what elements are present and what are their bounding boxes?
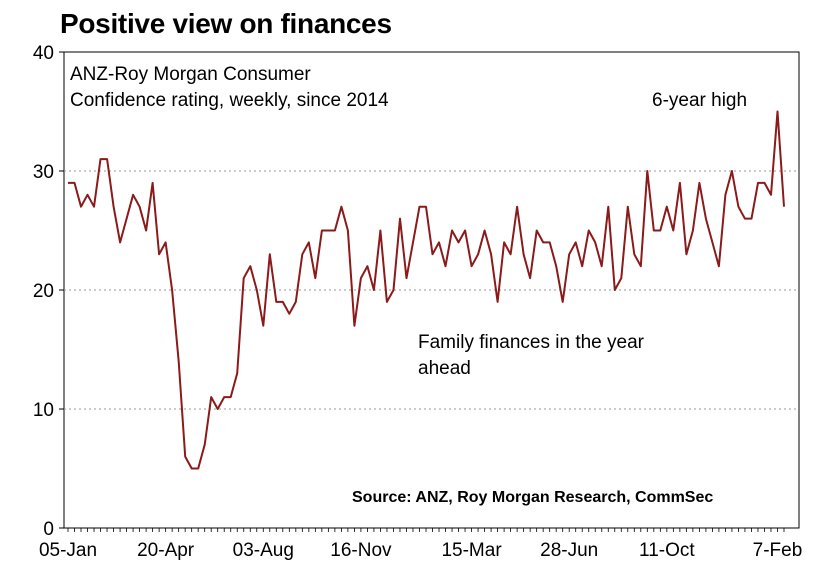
- y-tick-label: 0: [43, 519, 54, 540]
- annotation-6-year-high: 6-year high: [652, 90, 747, 111]
- series-label-line-2: ahead: [418, 358, 471, 379]
- y-tick-label: 10: [33, 400, 54, 421]
- chart-title: Positive view on finances: [60, 8, 392, 39]
- x-axis: 05-Jan 20-Apr 03-Aug 16-Nov 15-Mar 28-Jun 11-O…: [39, 528, 802, 561]
- source-note: Source: ANZ, Roy Morgan Research, CommSe…: [352, 489, 713, 506]
- series-line: [68, 110, 785, 470]
- y-axis: 0 10 20 30 40: [33, 43, 64, 540]
- x-tick-label: 15-Mar: [441, 540, 502, 561]
- x-tick-label: 28-Jun: [540, 540, 598, 561]
- x-tick-label: 11-Oct: [639, 540, 695, 561]
- y-tick-label: 40: [33, 43, 54, 64]
- x-tick-label: 7-Feb: [753, 540, 803, 561]
- series-label-line-1: Family finances in the year: [418, 332, 645, 353]
- x-tick-label: 05-Jan: [39, 540, 97, 561]
- x-tick-label: 16-Nov: [330, 540, 392, 561]
- y-tick-label: 20: [33, 281, 54, 302]
- y-tick-label: 30: [33, 162, 54, 183]
- chart-subtitle-line-2: Confidence rating, weekly, since 2014: [70, 90, 389, 111]
- chart-subtitle-line-1: ANZ-Roy Morgan Consumer: [70, 64, 311, 85]
- x-tick-label: 03-Aug: [233, 540, 294, 561]
- x-tick-label: 20-Apr: [137, 540, 195, 561]
